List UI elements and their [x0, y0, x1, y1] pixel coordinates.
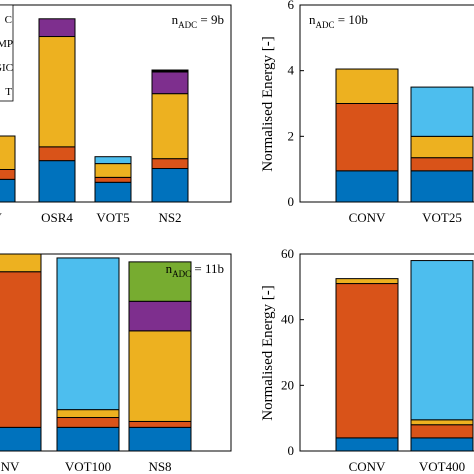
category-label: VOT25 — [422, 210, 462, 225]
bar-segment — [128, 426, 192, 452]
legend-entry: GIC — [0, 62, 13, 74]
bar-segment — [410, 260, 474, 421]
y-tick-label: 2 — [288, 128, 295, 143]
bar-segment — [0, 253, 42, 273]
bar-segment — [410, 170, 474, 203]
y-tick-label: 20 — [281, 377, 294, 392]
adc-annotation: nADC = 10b — [309, 12, 368, 30]
bar-segment — [56, 417, 120, 428]
category-labels-top-right: CONV VOT25 — [349, 210, 462, 225]
y-tick-label: 0 — [288, 194, 295, 209]
bar-segment — [56, 409, 120, 419]
bar-segment — [38, 18, 76, 38]
panel-bottom-left: NV VOT100 NS8 nADC = 11b — [0, 253, 232, 474]
bar-segment — [151, 71, 189, 95]
bar-segment — [410, 135, 474, 159]
bars-bottom-left — [0, 253, 192, 452]
y-ticks-bottom-right: 0 20 40 60 — [281, 246, 304, 458]
bar-segment — [410, 424, 474, 439]
category-label: VOT100 — [65, 459, 111, 474]
bar-segment — [128, 330, 192, 422]
category-label: CONV — [349, 459, 386, 474]
panel-bottom-right: 0 20 40 60 CONV VOT400 Normalised Energy [-… — [260, 246, 474, 474]
category-label: VOT5 — [96, 210, 129, 225]
y-tick-label: 60 — [281, 246, 294, 261]
bar-segment — [56, 426, 120, 452]
bar-segment — [151, 168, 189, 203]
bar-segment — [94, 176, 132, 183]
bar-segment — [335, 170, 399, 203]
bar-segment — [0, 135, 16, 170]
bar-segment — [94, 156, 132, 165]
category-label: NS2 — [158, 210, 181, 225]
bar-segment — [0, 271, 42, 428]
y-ticks-top-right: 0 2 4 6 — [288, 0, 304, 209]
bar-segment — [38, 160, 76, 203]
bar-segment — [0, 178, 16, 203]
bar-segment — [128, 300, 192, 332]
y-tick-label: 40 — [281, 312, 294, 327]
category-label: VOT400 — [419, 459, 465, 474]
bar-segment — [410, 437, 474, 452]
bar-segment — [56, 257, 120, 411]
bar-segment — [38, 36, 76, 148]
bar-segment — [410, 86, 474, 137]
bar-segment — [410, 157, 474, 172]
legend: C MP GIC T — [0, 4, 14, 102]
bars-top-right — [335, 68, 474, 203]
panel-top-left: V OSR4 VOT5 NS2 nADC = 9b C MP GIC T — [0, 4, 232, 225]
bars-top-left — [0, 18, 189, 203]
category-labels-bottom-right: CONV VOT400 — [349, 459, 466, 474]
bars-bottom-right — [335, 260, 474, 452]
category-label: V — [0, 210, 2, 225]
bar-segment — [151, 158, 189, 170]
bar-segment — [335, 68, 399, 104]
y-tick-label: 0 — [288, 443, 295, 458]
legend-entry: MP — [0, 38, 13, 50]
bar-segment — [335, 437, 399, 452]
bar-segment — [335, 278, 399, 285]
category-label: NS8 — [148, 459, 171, 474]
bar-segment — [128, 420, 192, 428]
adc-annotation: nADC = 9b — [172, 12, 224, 30]
bar-segment — [151, 69, 189, 73]
y-axis-label: Normalised Energy [-] — [260, 36, 276, 172]
y-axis-label: Normalised Energy [-] — [260, 285, 276, 421]
category-labels-top-left: V OSR4 VOT5 NS2 — [0, 210, 182, 225]
panel-top-right: 0 2 4 6 CONV VOT25 nADC = 10b Normalised En… — [260, 0, 474, 225]
legend-entry: C — [5, 14, 12, 26]
category-label: NV — [1, 459, 20, 474]
adc-annotation: nADC = 11b — [166, 261, 224, 279]
bar-segment — [38, 146, 76, 162]
y-tick-label: 4 — [288, 63, 295, 78]
bar-segment — [0, 426, 42, 452]
legend-entry: T — [5, 86, 12, 98]
bar-segment — [151, 93, 189, 160]
bar-segment — [94, 181, 132, 203]
bar-segment — [128, 261, 192, 302]
bar-segment — [335, 103, 399, 172]
bar-segment — [410, 419, 474, 426]
y-tick-label: 6 — [288, 0, 295, 12]
category-labels-bottom-left: NV VOT100 NS8 — [1, 459, 172, 474]
bar-segment — [0, 168, 16, 180]
bar-segment — [94, 163, 132, 178]
category-label: OSR4 — [41, 210, 73, 225]
bar-segment — [335, 283, 399, 439]
category-label: CONV — [349, 210, 386, 225]
legend-box — [0, 4, 14, 102]
